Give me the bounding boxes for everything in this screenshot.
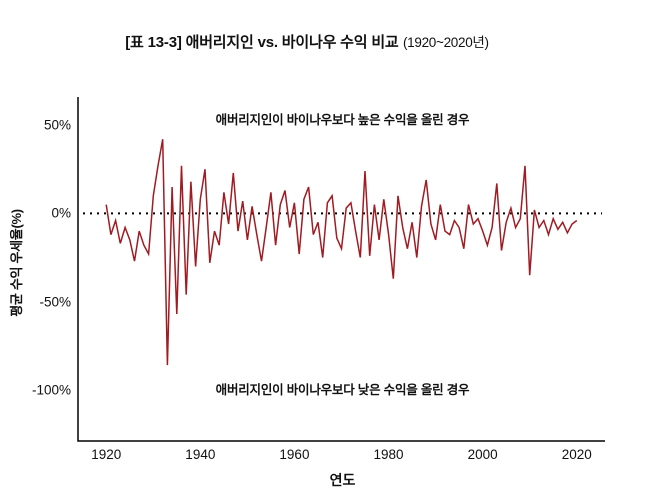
x-axis-tick-labels: 1920 1940 1960 1980 2000 2020 <box>0 447 658 465</box>
chart-title: [표 13-3] 애버리지인 vs. 바이나우 수익 비교 (1920~2020… <box>0 31 614 52</box>
y-tick-label: -50% <box>39 294 71 310</box>
annotation-higher-returns: 애버리지인이 바이나우보다 높은 수익을 올린 경우 <box>215 113 470 127</box>
chart-title-main: [표 13-3] 애버리지인 vs. 바이나우 수익 비교 <box>125 34 399 51</box>
annotation-lower-returns: 애버리지인이 바이나우보다 낮은 수익을 올린 경우 <box>215 383 470 397</box>
x-axis-title: 연도 <box>329 472 356 488</box>
axes <box>77 97 605 442</box>
y-axis-title: 평균 수익 우세율(%) <box>9 209 24 317</box>
x-tick-label: 1940 <box>185 447 216 462</box>
x-tick-label: 2000 <box>467 447 498 462</box>
return-comparison-line <box>105 139 578 366</box>
x-tick-label: 1980 <box>373 447 404 462</box>
chart-title-period: (1920~2020년) <box>402 35 489 50</box>
x-tick-label: 2020 <box>561 447 592 462</box>
y-tick-label: 50% <box>43 117 71 133</box>
y-axis-tick-labels: 50% 0% -50% -100% <box>0 0 71 493</box>
x-tick-label: 1920 <box>91 447 122 462</box>
y-tick-label: -100% <box>31 382 71 398</box>
x-tick-label: 1960 <box>279 447 310 462</box>
y-tick-label: 0% <box>51 205 71 221</box>
